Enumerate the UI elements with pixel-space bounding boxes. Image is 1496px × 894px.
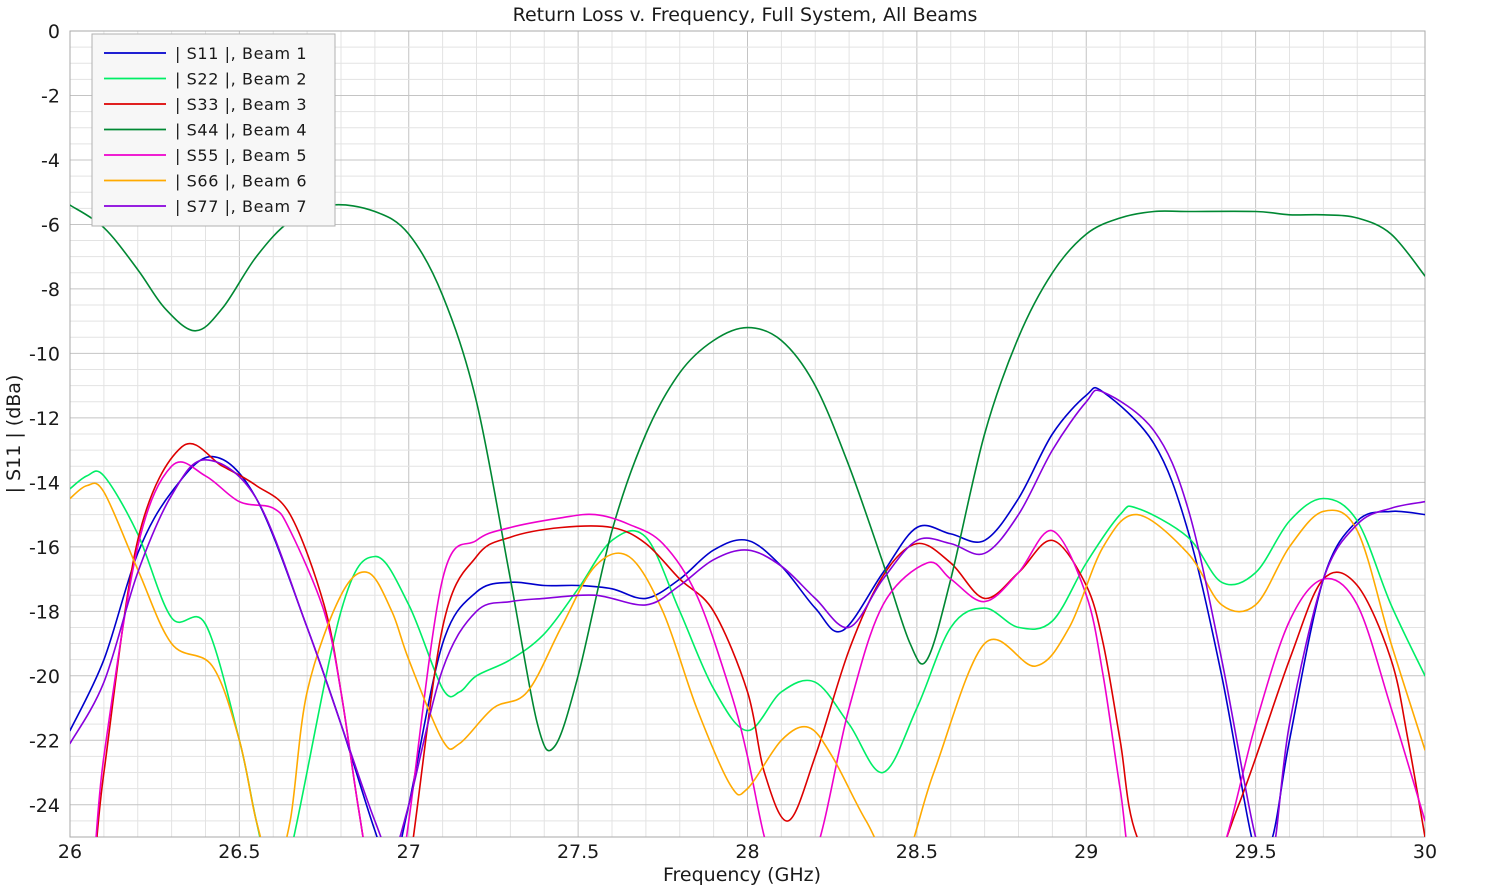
x-tick-label: 27.5 <box>557 841 599 863</box>
legend-label-beam-1: | S11 |, Beam 1 <box>175 44 307 63</box>
x-tick-label: 30 <box>1413 841 1437 863</box>
x-tick-label: 27 <box>397 841 421 863</box>
y-tick-label: -8 <box>41 279 60 301</box>
series-line-beam-6 <box>70 482 1425 837</box>
y-tick-label: -18 <box>29 601 60 623</box>
x-axis-label: Frequency (GHz) <box>663 864 821 886</box>
y-tick-label: -4 <box>41 150 60 172</box>
y-tick-label: -2 <box>41 85 60 107</box>
y-tick-label: -14 <box>29 472 60 494</box>
y-tick-label: -12 <box>29 408 60 430</box>
chart-title: Return Loss v. Frequency, Full System, A… <box>513 4 978 26</box>
legend-label-beam-2: | S22 |, Beam 2 <box>175 70 307 89</box>
legend-label-beam-6: | S66 |, Beam 6 <box>175 172 307 191</box>
series-line-beam-7 <box>70 389 1425 837</box>
y-tick-label: -16 <box>29 537 60 559</box>
y-tick-labels: 0 -2 -4 -6 -8 -10 -12 -14 -16 -18 -20 -22 -24 <box>29 21 60 817</box>
x-tick-label: 26 <box>58 841 82 863</box>
plot-area <box>69 30 1426 838</box>
x-tick-label: 28 <box>735 841 759 863</box>
x-tick-label: 26.5 <box>218 841 260 863</box>
y-tick-label: -24 <box>29 795 60 817</box>
y-tick-label: 0 <box>48 21 60 43</box>
x-tick-label: 28.5 <box>896 841 938 863</box>
y-axis-label: | S11 | (dBa) <box>3 375 25 494</box>
x-tick-labels: 26 26.5 27 27.5 28 28.5 29 29.5 30 <box>58 841 1437 863</box>
series-line-beam-5 <box>95 461 1425 837</box>
legend-label-beam-5: | S55 |, Beam 5 <box>175 146 307 165</box>
legend-label-beam-4: | S44 |, Beam 4 <box>175 121 307 140</box>
y-tick-label: -10 <box>29 343 60 365</box>
y-tick-label: -20 <box>29 666 60 688</box>
y-tick-label: -22 <box>29 730 60 752</box>
y-tick-label: -6 <box>41 214 60 236</box>
legend: | S11 |, Beam 1 | S22 |, Beam 2 | S33 |, B… <box>91 33 336 227</box>
legend-label-beam-7: | S77 |, Beam 7 <box>175 197 307 216</box>
x-tick-label: 29 <box>1074 841 1098 863</box>
legend-box <box>91 33 336 227</box>
x-tick-label: 29.5 <box>1234 841 1276 863</box>
legend-label-beam-3: | S33 |, Beam 3 <box>175 95 307 114</box>
series-line-beam-3 <box>96 442 1425 837</box>
